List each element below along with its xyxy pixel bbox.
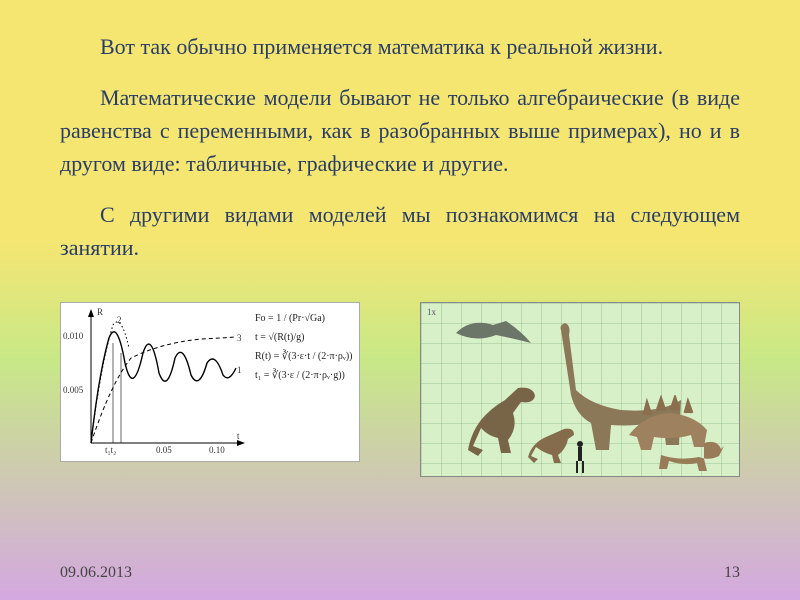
chart-svg — [61, 303, 251, 463]
formula-3: R(t) = ∛(3·ε·t / (2·π·ρᵥ)) — [255, 347, 355, 366]
human-silhouette-icon — [576, 441, 584, 473]
triceratops-icon — [649, 431, 727, 476]
y-tick-0: 0.010 — [63, 331, 83, 341]
footer-page-number: 13 — [724, 564, 740, 582]
y-tick-1: 0.005 — [63, 385, 83, 395]
formula-1: Fo = 1 / (Pr·√Ga) — [255, 309, 355, 328]
paragraph-2: Математические модели бывают не только а… — [60, 81, 740, 180]
paragraph-1: Вот так обычно применяется математика к … — [60, 30, 740, 63]
dinosaur-size-chart: 1x — [420, 302, 740, 477]
raptor-icon — [526, 421, 581, 466]
paragraph-3: С другими видами моделей мы познакомимся… — [60, 198, 740, 264]
formula-panel: Fo = 1 / (Pr·√Ga) t = √(R(t)/g) R(t) = ∛… — [251, 303, 359, 463]
series-label-2: 2 — [117, 315, 122, 325]
x-tick-0: t₁t₂ — [105, 445, 116, 455]
slide-content: Вот так обычно применяется математика к … — [0, 0, 800, 292]
series-label-3: 3 — [237, 333, 242, 343]
oscillation-chart: R 0.010 0.005 t₁t₂ 0.05 0.10 t 2 3 1 — [61, 303, 251, 463]
x-tick-2: 0.10 — [209, 445, 225, 455]
dino-watermark: 1x — [427, 307, 436, 317]
pterosaur-icon — [451, 313, 536, 353]
x-axis-label: t — [237, 431, 240, 441]
images-row: R 0.010 0.005 t₁t₂ 0.05 0.10 t 2 3 1 Fo … — [0, 302, 800, 477]
formula-2: t = √(R(t)/g) — [255, 328, 355, 347]
series-label-1: 1 — [237, 365, 242, 375]
y-axis-label: R — [97, 307, 103, 317]
footer-date: 09.06.2013 — [60, 564, 132, 582]
x-tick-1: 0.05 — [156, 445, 172, 455]
slide-footer: 09.06.2013 13 — [60, 564, 740, 582]
chart-with-formulas: R 0.010 0.005 t₁t₂ 0.05 0.10 t 2 3 1 Fo … — [60, 302, 360, 462]
formula-4: t₁ = ∛(3·ε / (2·π·ρᵥ·g)) — [255, 366, 355, 385]
